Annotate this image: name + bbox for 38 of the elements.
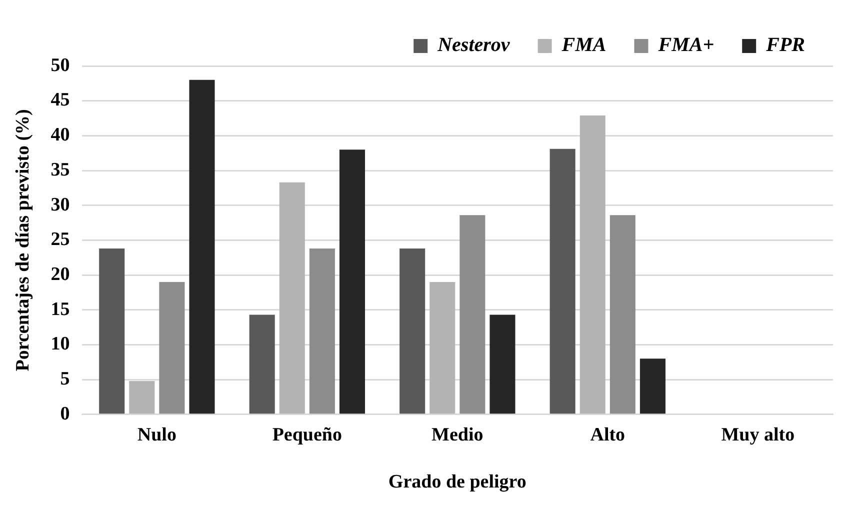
bar: [249, 314, 275, 414]
x-tick-label: Pequeño: [272, 424, 342, 446]
bar: [189, 80, 215, 414]
bar: [460, 215, 486, 414]
bar: [159, 282, 185, 414]
bar: [550, 148, 576, 414]
x-tick-label: Medio: [432, 424, 484, 446]
y-tick-label: 35: [50, 159, 70, 180]
x-tick-label: Alto: [590, 424, 626, 446]
y-tick-label: 25: [50, 229, 70, 250]
bar: [400, 248, 426, 414]
y-tick-label: 0: [60, 403, 70, 424]
bar: [640, 358, 666, 414]
y-tick-label: 40: [50, 124, 70, 146]
y-axis-title: Porcentajes de días previsto (%): [12, 109, 34, 372]
y-tick-label: 10: [50, 334, 70, 355]
y-tick-label: 20: [50, 264, 70, 285]
x-tick-label: Nulo: [137, 424, 176, 446]
bar: [99, 248, 125, 414]
bar: [490, 314, 516, 414]
y-tick-label: 50: [50, 54, 70, 76]
x-axis-title: Grado de peligro: [388, 472, 526, 493]
bar: [580, 115, 606, 414]
y-tick-label: 5: [60, 368, 70, 390]
legend-label: FMA: [560, 34, 606, 56]
bar: [430, 282, 456, 414]
x-tick-label: Muy alto: [721, 424, 795, 446]
y-tick-label: 30: [50, 194, 70, 216]
bar: [339, 150, 366, 414]
legend-label: FMA+: [657, 34, 714, 56]
bar: [610, 215, 636, 414]
bar: [309, 248, 335, 414]
legend-label: Nesterov: [436, 34, 511, 56]
bar: [129, 380, 155, 414]
legend-label: FPR: [765, 34, 806, 56]
bar: [279, 182, 305, 414]
y-tick-label: 15: [50, 298, 70, 320]
y-tick-label: 45: [50, 90, 70, 111]
